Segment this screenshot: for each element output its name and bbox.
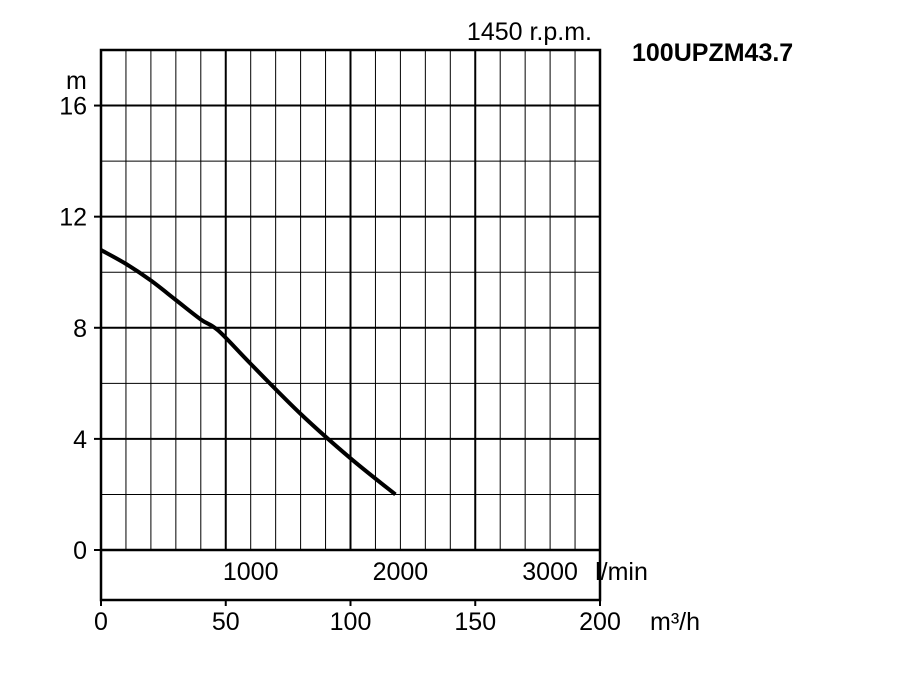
x-tick-label: 200 [579, 608, 621, 636]
grid [101, 50, 600, 550]
x-tick-label: 150 [454, 608, 496, 636]
head-curve-line [100, 248, 397, 497]
x-tick-label: 100 [330, 608, 372, 636]
x-axis-label: m³/h [650, 608, 700, 636]
x-tick-label: 50 [212, 608, 240, 636]
labels-layer: 1450 r.p.m. 100UPZM43.7 m m³/h [66, 18, 793, 636]
x-tick-label: 0 [94, 608, 108, 636]
secondary-x-tick-label: 1000 [223, 558, 279, 586]
y-tick-label: 16 [59, 93, 87, 121]
y-axis-label: m [66, 67, 87, 95]
y-tick-label: 0 [73, 537, 87, 565]
y-tick-label: 8 [73, 315, 87, 343]
secondary-x-axis-label: l/min [595, 558, 648, 586]
y-tick-label: 12 [59, 204, 87, 232]
series-layer [100, 248, 397, 497]
chart-subtitle: 1450 r.p.m. [467, 18, 592, 46]
tick-labels-layer: 0 4 8 12 16 0 50 100 150 200 1000 2000 3000 l/min [59, 93, 648, 636]
y-tick-label: 4 [73, 426, 87, 454]
chart-frame [94, 48, 602, 606]
chart-title: 100UPZM43.7 [632, 39, 793, 67]
secondary-x-tick-label: 2000 [373, 558, 429, 586]
secondary-x-tick-label: 3000 [522, 558, 578, 586]
